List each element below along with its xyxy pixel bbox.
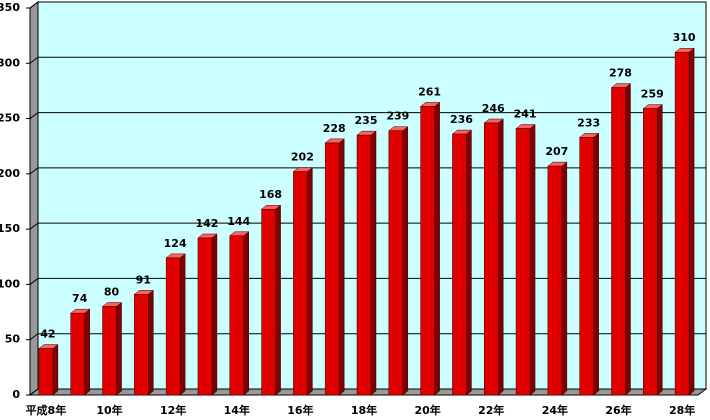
value-label: 241 [514, 108, 537, 121]
grid-line [29, 1, 706, 9]
y-tick-label: 50 [5, 333, 21, 346]
bar [324, 142, 340, 396]
value-label: 142 [195, 217, 218, 230]
bar [165, 257, 181, 396]
x-tick-label: 28年 [669, 403, 695, 417]
x-tick-label: 10年 [96, 403, 122, 417]
value-label: 235 [355, 114, 378, 127]
grid-line [29, 112, 706, 119]
y-tick-label: 200 [0, 167, 20, 180]
value-label: 246 [482, 102, 505, 115]
bar [674, 51, 690, 396]
grid-line [29, 388, 706, 396]
value-label: 228 [323, 122, 346, 135]
bar-side [275, 204, 281, 396]
y-tick-label: 100 [0, 277, 20, 290]
x-tick-label: 22年 [478, 403, 504, 417]
value-label: 124 [164, 237, 187, 250]
bar [70, 312, 85, 396]
value-label: 236 [450, 113, 473, 126]
bar-side [116, 302, 122, 396]
bar-side [307, 167, 313, 396]
x-tick-label: 24年 [542, 403, 568, 417]
grid-line [29, 277, 706, 285]
bar [579, 137, 594, 396]
value-label: 259 [641, 88, 664, 101]
value-label: 207 [545, 145, 568, 158]
bar-side [434, 101, 440, 396]
value-label: 261 [418, 85, 441, 98]
value-label: 168 [259, 188, 282, 201]
x-tick-label: 12年 [160, 403, 186, 417]
bar-side [148, 289, 154, 396]
bar [356, 134, 372, 396]
bar [420, 106, 435, 396]
y-tick-label: 250 [0, 112, 20, 125]
bar-side [561, 161, 568, 396]
bar [611, 87, 626, 396]
value-label: 233 [577, 116, 600, 129]
bar-side [52, 344, 59, 396]
bar [229, 235, 245, 396]
bar [38, 348, 54, 396]
value-label: 91 [136, 273, 151, 286]
grid-line [29, 56, 706, 64]
x-tick-label: 14年 [224, 403, 250, 417]
side-wall [29, 1, 39, 396]
value-label: 239 [386, 110, 409, 123]
value-label: 278 [609, 67, 632, 80]
value-label: 310 [673, 31, 696, 44]
bar [643, 108, 658, 396]
bar [261, 208, 276, 396]
bar [483, 122, 499, 396]
bar [293, 171, 308, 396]
x-tick-label: 16年 [287, 403, 313, 417]
bar [515, 128, 531, 396]
bar [102, 306, 117, 396]
value-label: 42 [40, 328, 55, 341]
bar-side [593, 132, 599, 396]
x-tick-label: 20年 [414, 403, 440, 417]
y-tick-label: 350 [0, 1, 20, 14]
bar [452, 133, 467, 396]
bar-side [84, 308, 90, 396]
x-tick-label: 26年 [605, 403, 631, 417]
bar [134, 294, 149, 396]
value-label: 144 [227, 215, 250, 228]
value-label: 80 [104, 286, 120, 299]
value-label: 74 [72, 292, 88, 305]
bar-side [497, 118, 504, 396]
y-tick-label: 0 [12, 388, 20, 401]
grid-line [29, 333, 706, 341]
grid-line [29, 167, 706, 175]
bar-side [625, 83, 631, 396]
bar [197, 237, 213, 396]
bar-side [529, 124, 536, 396]
bar-side [370, 130, 377, 396]
x-tick-label: 平成8年 [26, 403, 67, 417]
bar [388, 130, 404, 396]
x-tick-label: 18年 [351, 403, 377, 417]
bar-side [466, 129, 472, 396]
y-tick-label: 150 [0, 222, 20, 235]
bar [547, 165, 563, 396]
bar-side [338, 138, 345, 396]
grid-line [29, 222, 706, 230]
bar-side [657, 104, 663, 396]
y-tick-label: 300 [0, 56, 20, 69]
bar-side [402, 126, 409, 396]
bar-side [688, 47, 695, 396]
value-label: 202 [291, 151, 314, 164]
bar-side [179, 253, 186, 396]
bar-side [211, 233, 218, 396]
bar-side [243, 231, 250, 396]
